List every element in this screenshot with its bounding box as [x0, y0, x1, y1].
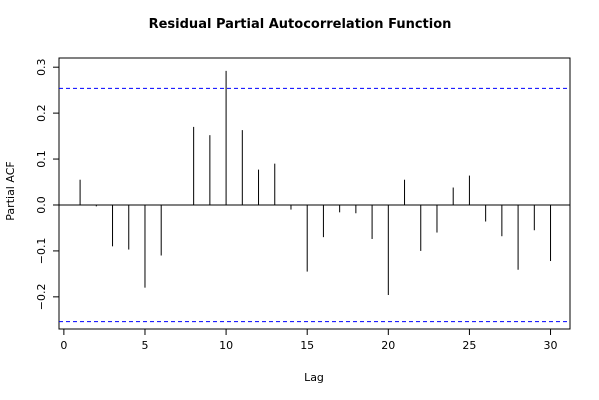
- x-tick-label-10: 10: [219, 339, 233, 352]
- y-tick-label-1: −0.1: [35, 238, 48, 265]
- x-axis-label: Lag: [304, 371, 324, 384]
- y-tick-label-4: 0.2: [35, 104, 48, 122]
- x-tick-label-15: 15: [300, 339, 314, 352]
- plot-area: 0 5 10 15 20 25 30 −0.2 −0.1 0.0 0.1 0.2 0.3: [35, 57, 571, 352]
- y-axis-label: Partial ACF: [4, 161, 17, 220]
- plot-frame: [58, 57, 571, 330]
- x-tick-label-25: 25: [462, 339, 476, 352]
- chart-title: Residual Partial Autocorrelation Functio…: [149, 17, 452, 32]
- y-tick-label-3: 0.1: [35, 150, 48, 168]
- x-tick-label-20: 20: [381, 339, 395, 352]
- x-tick-label-5: 5: [141, 339, 148, 352]
- y-tick-label-2: 0.0: [35, 196, 48, 214]
- x-tick-label-0: 0: [60, 339, 67, 352]
- y-tick-label-0: −0.2: [35, 283, 48, 310]
- x-tick-label-30: 30: [544, 339, 558, 352]
- y-tick-label-5: 0.3: [35, 58, 48, 76]
